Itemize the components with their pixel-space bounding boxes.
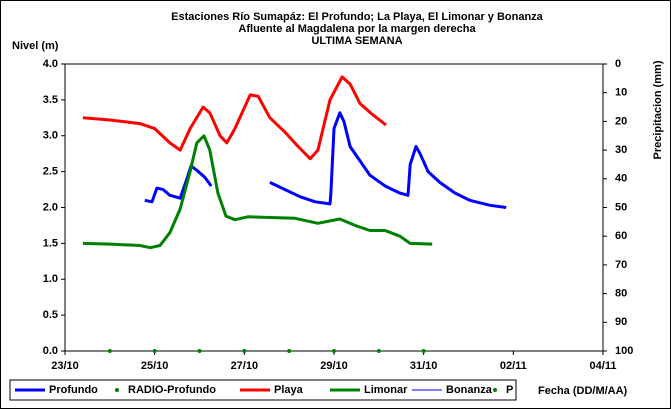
data-point: [242, 349, 247, 353]
y2-tick-label: 90: [615, 316, 627, 328]
y-tick-label: 1.0: [43, 273, 58, 285]
y-tick-label: 2.5: [43, 166, 58, 178]
y2-tick-label: 40: [615, 173, 627, 185]
data-point: [107, 349, 112, 353]
y-tick-label: 3.0: [43, 130, 58, 142]
data-line: [144, 111, 507, 209]
x-tick-label: 31/10: [410, 360, 438, 372]
legend-marker: [493, 388, 497, 392]
data-point: [376, 349, 381, 353]
legend-label: P: [506, 384, 513, 396]
x-tick-label: 27/10: [231, 360, 259, 372]
data-line: [82, 75, 387, 161]
x-tick-label: 29/10: [320, 360, 348, 372]
legend-marker: [115, 388, 119, 392]
y-tick-label: 0.5: [43, 309, 58, 321]
chart-title: Afluente al Magdalena por la margen dere…: [238, 23, 476, 35]
y-tick-label: 2.0: [43, 201, 58, 213]
data-point: [152, 349, 157, 353]
y2-tick-label: 30: [615, 144, 627, 156]
y2-tick-label: 20: [615, 115, 627, 127]
legend-label: Limonar: [364, 384, 408, 396]
data-point: [197, 349, 202, 353]
x-tick-label: 02/11: [500, 360, 527, 372]
y2-tick-label: 80: [615, 288, 627, 300]
legend-label: Bonanza: [446, 384, 493, 396]
x-axis-label: Fecha (DD/M/AA): [538, 385, 628, 397]
data-point: [287, 349, 292, 353]
data-line: [82, 134, 433, 250]
legend-label: Playa: [274, 384, 304, 396]
legend-label: RADIO-Profundo: [128, 384, 216, 396]
y-axis-label: Nivel (m): [12, 40, 59, 52]
y-tick-label: 4.0: [43, 58, 58, 70]
legend-label: Profundo: [49, 384, 98, 396]
x-tick-label: 25/10: [141, 360, 169, 372]
y2-tick-label: 100: [615, 345, 633, 357]
y2-tick-label: 70: [615, 259, 627, 271]
x-tick-label: 23/10: [51, 360, 79, 372]
y2-tick-label: 10: [615, 87, 627, 99]
data-point: [332, 349, 336, 353]
y2-axis-label: Precipitacion (mm): [652, 60, 664, 159]
y-tick-label: 3.5: [43, 94, 58, 106]
y2-tick-label: 50: [615, 201, 627, 213]
y2-tick-label: 60: [615, 230, 627, 242]
data-point: [421, 349, 426, 353]
x-tick-label: 04/11: [590, 360, 617, 372]
y-tick-label: 0.0: [43, 345, 58, 357]
y2-tick-label: 0: [615, 58, 621, 70]
chart-title: ULTIMA SEMANA: [311, 35, 402, 47]
y-tick-label: 1.5: [43, 237, 58, 249]
chart-title: Estaciones Río Sumapáz: El Profundo; La …: [171, 11, 544, 23]
